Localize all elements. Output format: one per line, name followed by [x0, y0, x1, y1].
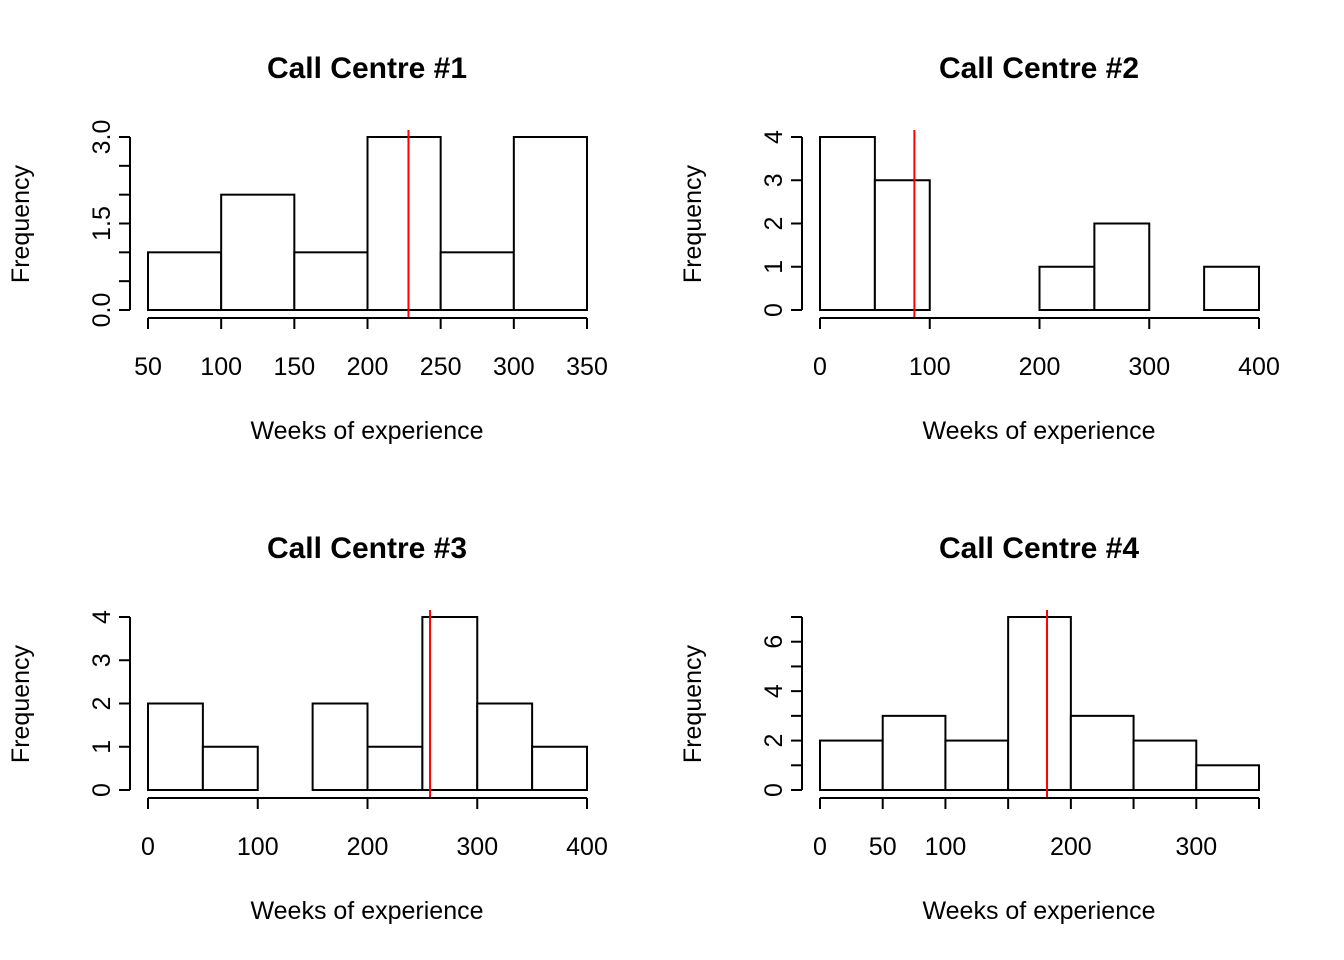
y-axis: 0 1 2 3 4	[760, 130, 803, 317]
y-tick-label: 1	[88, 740, 116, 754]
y-tick-label: 0	[760, 783, 788, 797]
y-axis: 0.0 1.5 3.0	[88, 120, 131, 328]
y-tick-label: 4	[760, 684, 788, 698]
x-axis-label: Weeks of experience	[251, 417, 484, 445]
x-tick-label: 200	[347, 833, 389, 861]
y-tick-label: 0.0	[88, 293, 116, 328]
x-tick-label: 400	[1238, 353, 1280, 381]
histogram-bar	[366, 136, 442, 311]
histogram-bar	[512, 136, 588, 311]
histogram-bar	[1093, 222, 1151, 311]
x-axis-label: Weeks of experience	[251, 897, 484, 925]
x-axis-label: Weeks of experience	[923, 417, 1156, 445]
bars-group	[819, 616, 1261, 791]
y-axis-label: Frequency	[7, 644, 35, 763]
panel-title: Call Centre #3	[267, 532, 467, 565]
histogram-panel-2: Call Centre #2 Weeks of experience Frequ…	[679, 52, 1280, 445]
histogram-panel-4: Call Centre #4 Weeks of experience Frequ…	[679, 532, 1261, 925]
bars-group	[819, 136, 1260, 311]
x-tick-label: 300	[456, 833, 498, 861]
x-tick-label: 50	[869, 833, 897, 861]
x-tick-label: 100	[909, 353, 951, 381]
y-tick-label: 3	[88, 653, 116, 667]
y-tick-label: 0	[88, 783, 116, 797]
histogram-bar	[293, 251, 369, 311]
histogram-bar	[1038, 265, 1096, 311]
histogram-bar	[311, 702, 369, 791]
x-tick-label: 200	[1019, 353, 1061, 381]
x-tick-label: 300	[1175, 833, 1217, 861]
histogram-bar	[944, 739, 1010, 791]
bars-group	[147, 616, 588, 791]
x-tick-label: 0	[813, 833, 827, 861]
panel-title: Call Centre #2	[939, 52, 1139, 85]
y-axis: 0 2 4 6	[760, 616, 803, 797]
x-axis: 0 100 200 300 400	[813, 317, 1280, 381]
panel-title: Call Centre #1	[267, 52, 467, 85]
histogram-bar	[220, 193, 296, 312]
histogram-bar	[819, 739, 884, 791]
histogram-panel-3: Call Centre #3 Weeks of experience Frequ…	[7, 532, 608, 925]
y-axis: 0 1 2 3 4	[88, 610, 131, 797]
histogram-bar	[1203, 265, 1260, 311]
x-tick-label: 350	[566, 353, 608, 381]
y-tick-label: 3.0	[88, 120, 116, 155]
histogram-bar	[1132, 739, 1198, 791]
histogram-bar	[1195, 764, 1261, 791]
x-tick-label: 100	[237, 833, 279, 861]
y-tick-label: 6	[760, 635, 788, 649]
histogram-bar	[366, 745, 424, 791]
histogram-bar	[1069, 714, 1135, 791]
histogram-bar	[201, 745, 259, 791]
x-tick-label: 400	[566, 833, 608, 861]
x-tick-label: 150	[273, 353, 315, 381]
x-tick-label: 0	[813, 353, 827, 381]
histogram-bar	[439, 251, 515, 311]
x-axis: 0 50 100 200 300	[813, 797, 1260, 861]
x-axis: 50 100 150 200 250 300 350	[134, 317, 608, 381]
histogram-bar	[881, 714, 947, 791]
y-tick-label: 2	[88, 697, 116, 711]
x-tick-label: 300	[493, 353, 535, 381]
x-tick-label: 100	[925, 833, 967, 861]
y-tick-label: 1	[760, 260, 788, 274]
bars-group	[147, 136, 588, 312]
histogram-bar	[147, 702, 204, 791]
y-tick-label: 4	[760, 130, 788, 144]
y-axis-label: Frequency	[679, 644, 707, 763]
panel-title: Call Centre #4	[939, 532, 1139, 565]
y-axis-label: Frequency	[7, 164, 35, 283]
x-tick-label: 50	[134, 353, 162, 381]
x-tick-label: 250	[420, 353, 462, 381]
y-tick-label: 3	[760, 173, 788, 187]
histogram-bar	[531, 745, 588, 791]
x-axis: 0 100 200 300 400	[141, 797, 608, 861]
histogram-panel-1: Call Centre #1 Weeks of experience Frequ…	[7, 52, 608, 445]
y-tick-label: 0	[760, 303, 788, 317]
y-tick-label: 1.5	[88, 206, 116, 241]
x-tick-label: 0	[141, 833, 155, 861]
y-tick-label: 4	[88, 610, 116, 624]
y-axis-label: Frequency	[679, 164, 707, 283]
histogram-bar	[1007, 616, 1072, 791]
x-tick-label: 200	[347, 353, 389, 381]
x-tick-label: 100	[200, 353, 242, 381]
y-tick-label: 2	[760, 734, 788, 748]
histogram-bar	[147, 251, 223, 311]
y-tick-label: 2	[760, 217, 788, 231]
x-tick-label: 300	[1128, 353, 1170, 381]
histogram-bar	[873, 179, 931, 311]
histogram-bar	[819, 136, 876, 311]
x-tick-label: 200	[1050, 833, 1092, 861]
x-axis-label: Weeks of experience	[923, 897, 1156, 925]
histogram-bar	[476, 702, 534, 791]
